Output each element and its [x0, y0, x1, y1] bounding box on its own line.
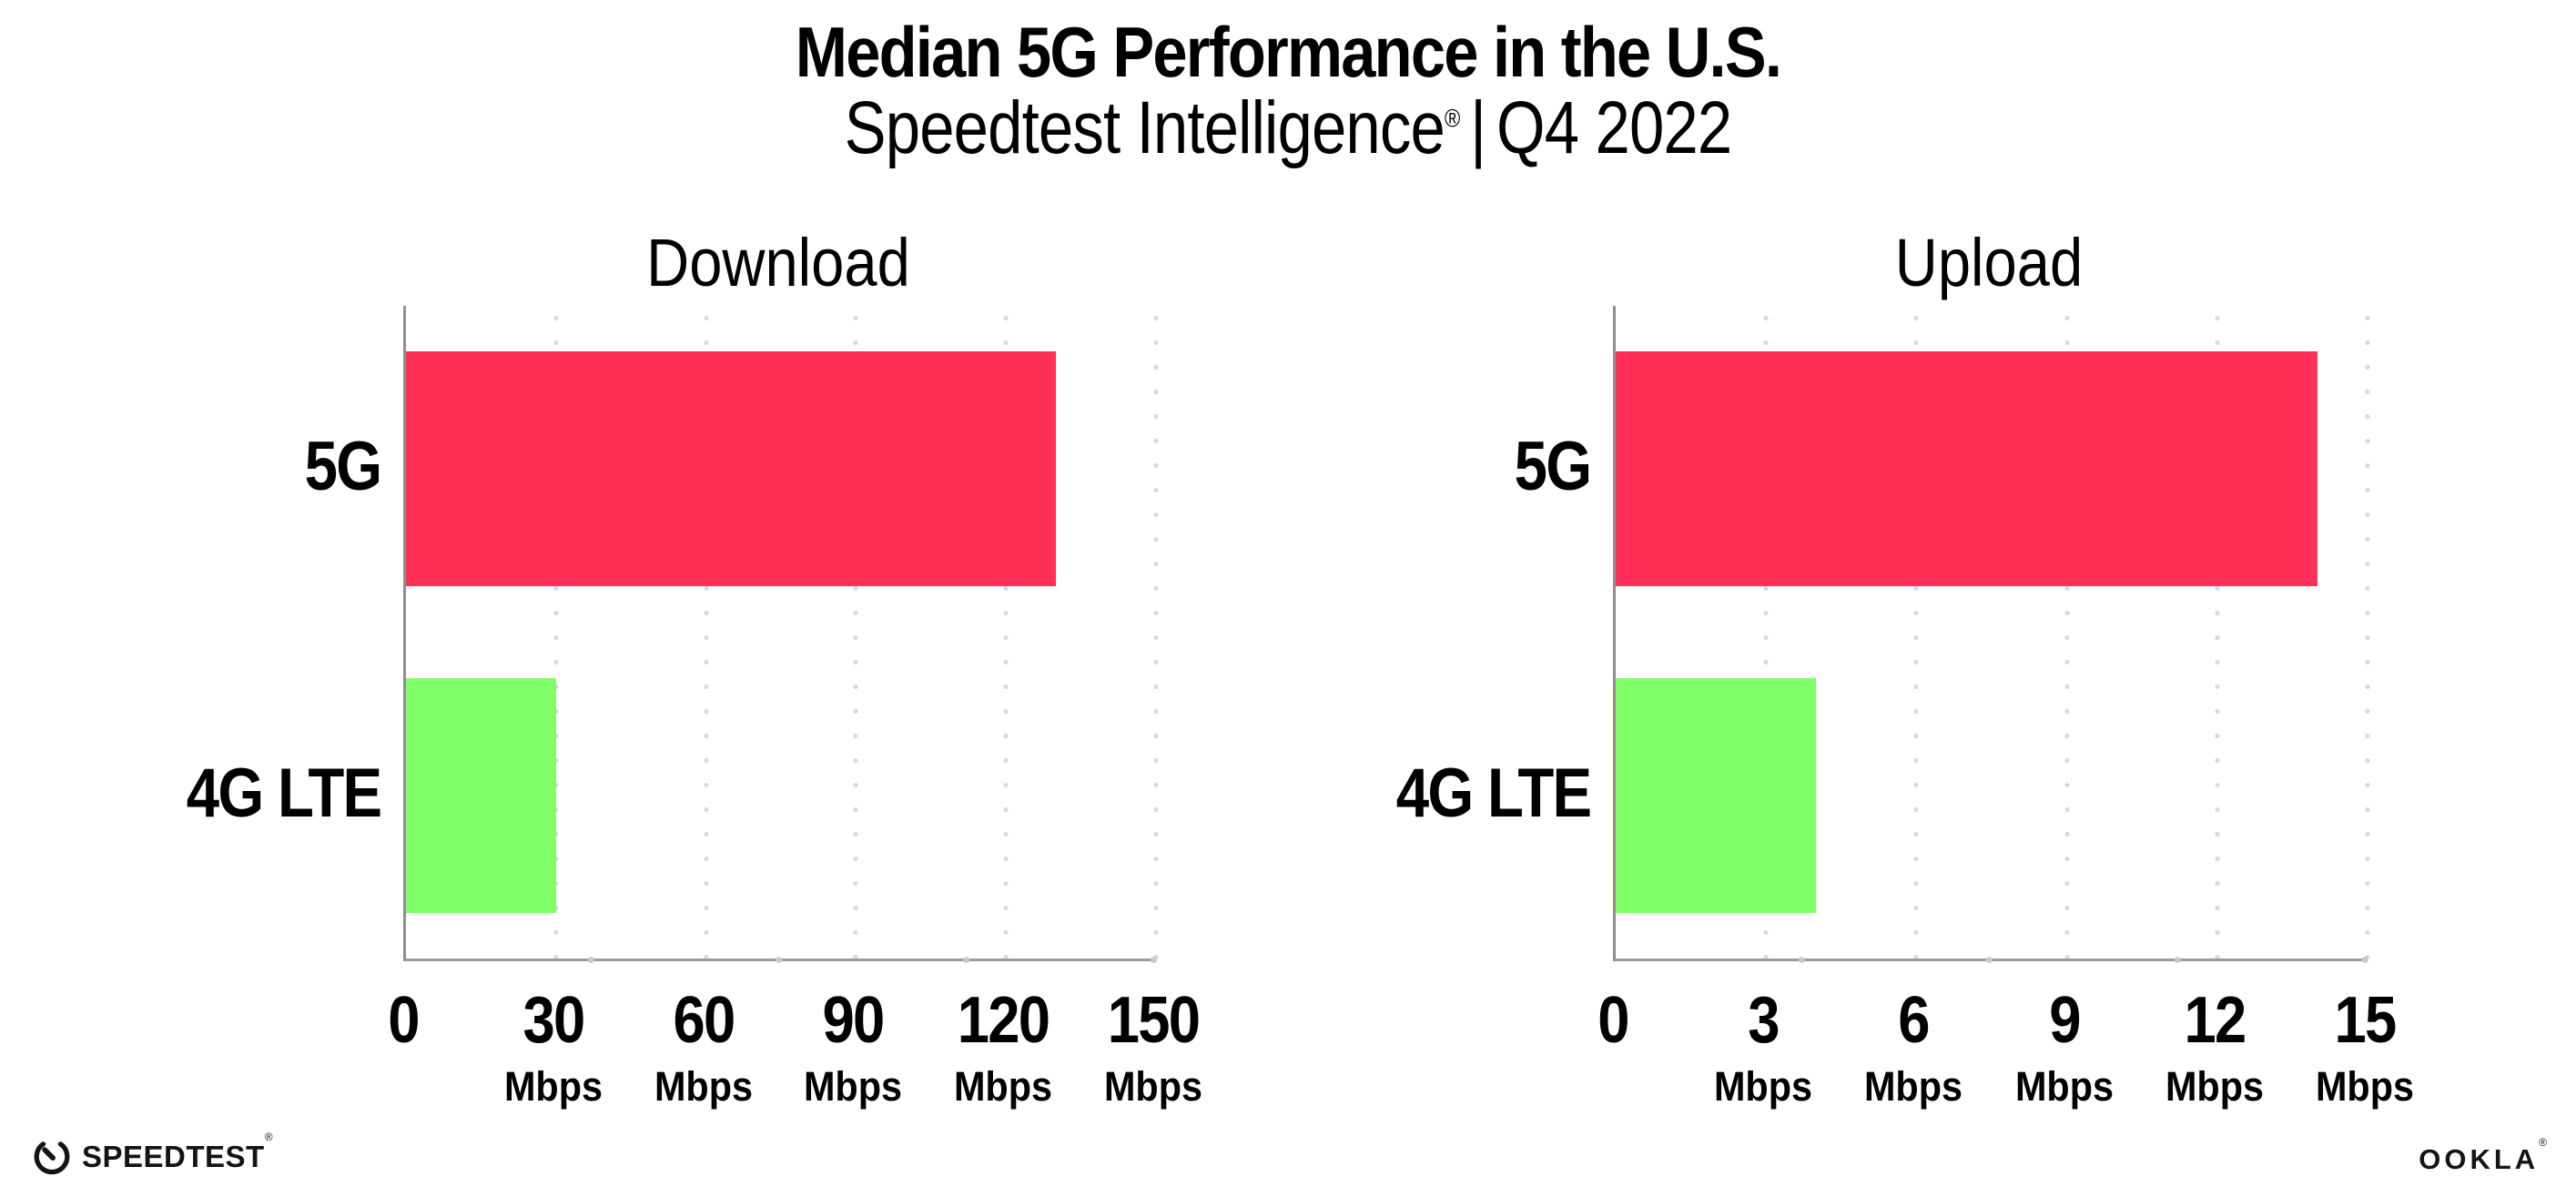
upload-plot-area [1613, 306, 2370, 961]
subtitle-brand: Speedtest Intelligence [844, 86, 1445, 169]
download-tick-120: 120 Mbps [949, 988, 1057, 1107]
download-tick-value-120: 120 [957, 984, 1050, 1057]
speedtest-wordmark: SPEEDTEST® [82, 1131, 274, 1173]
download-tick-unit-60: Mbps [654, 1063, 753, 1110]
download-tick-60: 60 Mbps [650, 988, 757, 1107]
download-tick-150: 150 Mbps [1100, 988, 1207, 1107]
download-tick-unit-90: Mbps [804, 1063, 903, 1110]
upload-chart-title: Upload [1894, 225, 2084, 300]
subtitle-period: Q4 2022 [1496, 86, 1732, 169]
upload-axis-tick-dot [1798, 957, 1805, 963]
download-tick-0: 0 [386, 988, 421, 1053]
download-category-label-5g: 5G [304, 428, 381, 505]
download-category-label-4g-lte: 4G LTE [186, 755, 381, 832]
download-tick-value-0: 0 [388, 984, 420, 1057]
speedtest-logo: SPEEDTEST® [33, 1131, 274, 1176]
download-bar-4g-lte [406, 678, 556, 913]
download-tick-90: 90 Mbps [800, 988, 908, 1107]
subtitle-separator: | [1470, 86, 1486, 169]
ookla-registered-icon: ® [2539, 1136, 2547, 1149]
upload-gridline-15 [2365, 306, 2370, 959]
upload-axis-tick-dot [2362, 957, 2368, 963]
upload-category-label-5g: 5G [1514, 428, 1591, 505]
upload-tick-value-12: 12 [2184, 984, 2246, 1057]
ookla-logo: OOKLA® [2419, 1136, 2547, 1176]
download-axis-tick-dot [776, 957, 782, 963]
upload-tick-6: 6 Mbps [1861, 988, 1968, 1107]
download-tick-unit-150: Mbps [1103, 1063, 1203, 1110]
download-tick-unit-120: Mbps [954, 1063, 1053, 1110]
upload-gridline-9 [2064, 306, 2070, 959]
speedtest-gauge-icon [34, 1141, 70, 1175]
upload-tick-value-9: 9 [2048, 984, 2081, 1057]
upload-gridline-12 [2214, 306, 2220, 959]
upload-bar-5g [1616, 351, 2317, 586]
download-tick-30: 30 Mbps [500, 988, 607, 1107]
upload-gridline-6 [1913, 306, 1920, 959]
upload-tick-3: 3 Mbps [1709, 988, 1817, 1107]
download-tick-value-90: 90 [822, 984, 886, 1057]
page-subtitle: Speedtest Intelligence® | Q4 2022 [206, 86, 2369, 171]
download-gridline-60 [703, 306, 709, 959]
upload-bar-4g-lte [1616, 678, 1816, 913]
download-axis-tick-dot [963, 957, 969, 963]
speedtest-registered-icon: ® [264, 1131, 274, 1143]
download-tick-value-60: 60 [673, 984, 735, 1057]
upload-tick-unit-15: Mbps [2315, 1063, 2415, 1110]
download-gridline-150 [1153, 306, 1159, 959]
download-tick-value-150: 150 [1107, 984, 1201, 1057]
upload-tick-unit-3: Mbps [1714, 1063, 1813, 1110]
download-plot-area [403, 306, 1159, 961]
download-axis-tick-dot [1151, 957, 1157, 963]
upload-tick-unit-9: Mbps [2014, 1063, 2114, 1110]
download-gridline-120 [1003, 306, 1009, 959]
download-gridline-30 [553, 306, 559, 959]
download-gridline-90 [853, 306, 859, 959]
upload-tick-value-3: 3 [1748, 984, 1780, 1057]
download-bar-5g [406, 351, 1056, 586]
page-title: Median 5G Performance in the U.S. [795, 12, 1782, 92]
upload-tick-value-0: 0 [1597, 984, 1629, 1057]
upload-tick-9: 9 Mbps [2011, 988, 2118, 1107]
ookla-wordmark: OOKLA [2419, 1143, 2540, 1175]
upload-tick-12: 12 Mbps [2161, 988, 2268, 1107]
upload-axis-tick-dot [2174, 957, 2181, 963]
upload-tick-unit-6: Mbps [1864, 1063, 1963, 1110]
registered-trademark-icon: ® [1444, 104, 1460, 133]
upload-tick-0: 0 [1596, 988, 1630, 1053]
upload-category-label-4g-lte: 4G LTE [1395, 755, 1591, 832]
upload-tick-15: 15 Mbps [2311, 988, 2419, 1107]
upload-tick-unit-12: Mbps [2165, 1063, 2264, 1110]
upload-gridline-3 [1763, 306, 1770, 959]
download-tick-unit-30: Mbps [503, 1063, 603, 1110]
upload-tick-value-6: 6 [1898, 984, 1931, 1057]
upload-tick-value-15: 15 [2334, 984, 2398, 1057]
upload-axis-tick-dot [1986, 957, 1993, 963]
download-axis-tick-dot [588, 957, 594, 963]
download-chart-title: Download [646, 225, 910, 300]
download-tick-value-30: 30 [522, 984, 585, 1057]
